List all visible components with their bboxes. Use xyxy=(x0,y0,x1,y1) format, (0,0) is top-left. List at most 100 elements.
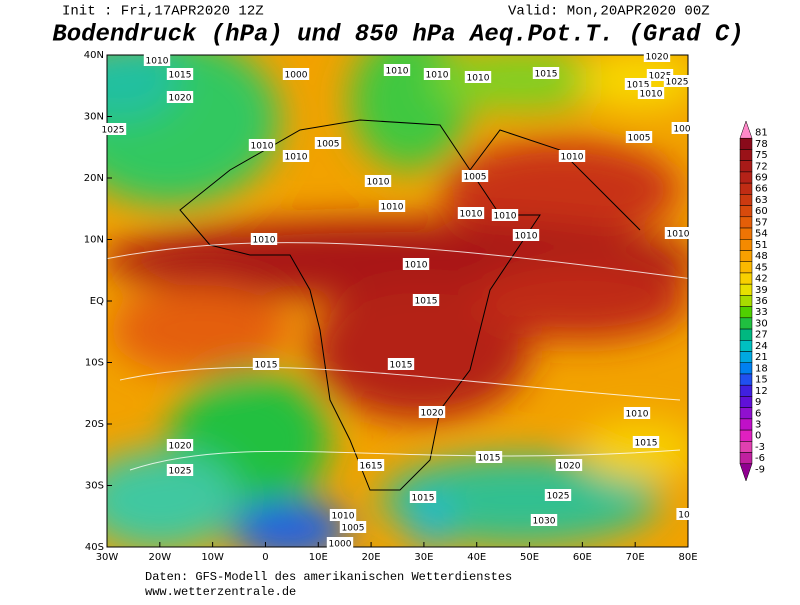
colorbar-label: 3 xyxy=(755,419,761,430)
colorbar-swatch xyxy=(739,418,753,431)
isobar-label: 1010 xyxy=(146,57,169,67)
colorbar-swatch xyxy=(739,205,753,218)
colorbar-label: 33 xyxy=(755,307,768,318)
isobar-label: 1005 xyxy=(317,140,340,150)
isobar-label: 1010 xyxy=(332,512,355,522)
isobar-label-bg xyxy=(491,209,519,221)
lat-tick-label: 10S xyxy=(85,358,104,369)
lat-tick-label: 30N xyxy=(84,112,104,123)
lon-tick-label: 30W xyxy=(96,552,119,563)
lon-tick-label: 0 xyxy=(262,552,268,563)
colorbar-label: 51 xyxy=(755,240,768,251)
colorbar-swatch xyxy=(739,317,753,330)
isobar-label-bg xyxy=(314,137,342,149)
isobar-label-bg xyxy=(383,64,411,76)
coastline xyxy=(179,119,541,491)
colorbar-swatch xyxy=(739,351,753,363)
isobar-label: 1025 xyxy=(666,78,689,88)
colorbar-swatch xyxy=(739,384,753,397)
isobar-label: 1010 xyxy=(494,212,517,222)
title: Bodendruck (hPa) und 850 hPa Aeq.Pot.T. … xyxy=(52,21,743,48)
isobar-label: 10 xyxy=(678,511,690,521)
isobar-label: 1010 xyxy=(515,232,538,242)
axis-ticks: 30W 20W 10W 0 10E 20E 30E 40E 50E 60E 70E 80E 40N 30N… xyxy=(84,50,698,563)
isobar-label: 1025 xyxy=(169,467,192,477)
isobar-label: 1010 xyxy=(626,410,649,420)
colorbar-label: 27 xyxy=(755,330,768,341)
colorbar-swatch xyxy=(739,407,753,420)
isobar xyxy=(107,242,688,471)
isobar-label-bg xyxy=(387,358,415,370)
colorbar-label: 48 xyxy=(755,251,768,262)
isobar-label-bg xyxy=(166,91,194,103)
isobar-label-bg xyxy=(166,464,194,476)
colorbar-label: 66 xyxy=(755,184,768,195)
colorbar-swatch xyxy=(739,362,753,375)
colorbar-label: 21 xyxy=(755,352,768,363)
isobar-label: 1020 xyxy=(646,53,669,63)
colorbar-swatch xyxy=(739,452,753,465)
isobar-label-bg xyxy=(532,67,560,79)
colorbar-label: 45 xyxy=(755,262,768,273)
lat-tick-label: 10N xyxy=(84,235,104,246)
colorbar-swatch xyxy=(739,463,753,482)
isobar-label: 1005 xyxy=(464,173,487,183)
isobar-label-bg xyxy=(457,207,485,219)
lat-tick-label: EQ xyxy=(90,296,104,307)
isobar-label-bg xyxy=(248,139,276,151)
lon-tick-label: 40E xyxy=(467,552,486,563)
colorbar-label: 18 xyxy=(755,363,768,374)
colorbar-label: 6 xyxy=(755,408,761,419)
isobar-label: 1010 xyxy=(381,203,404,213)
colorbar-label: 69 xyxy=(755,173,768,184)
colorbar-swatch xyxy=(739,328,753,341)
colorbar-label: -9 xyxy=(755,464,765,475)
colorbar-label: 81 xyxy=(755,128,768,139)
lon-tick-label: 80E xyxy=(678,552,697,563)
isobar-label-bg xyxy=(412,294,440,306)
isobar-label-bg xyxy=(663,75,691,87)
isobar-label-bg xyxy=(402,258,430,270)
colorbar-label: 0 xyxy=(755,431,761,442)
footer-url: www.wetterzentrale.de xyxy=(145,585,296,599)
isobar-label-bg xyxy=(676,508,692,520)
isobar-label: 1025 xyxy=(102,126,125,136)
isobar-label: 1000 xyxy=(329,540,352,550)
colorbar-label: 63 xyxy=(755,195,768,206)
colorbar-label: 42 xyxy=(755,274,768,285)
colorbar-swatch xyxy=(739,120,753,139)
colorbar-label: 15 xyxy=(755,375,768,386)
isobar-label: 1010 xyxy=(285,153,308,163)
isobar-label-bg xyxy=(423,68,451,80)
isobar-label-bg xyxy=(339,521,367,533)
isobar-label-bg xyxy=(555,459,583,471)
isobar-label: 1015 xyxy=(635,439,658,449)
colorbar-label: 57 xyxy=(755,217,768,228)
isobar-label-bg xyxy=(643,50,671,62)
isobar-label: 1005 xyxy=(342,524,365,534)
colorbar-label: 36 xyxy=(755,296,768,307)
colorbar-label: 54 xyxy=(755,229,768,240)
isobar-label-bg xyxy=(250,233,278,245)
isobar-label-bg xyxy=(282,68,310,80)
isobar-label-bg xyxy=(418,406,446,418)
lat-tick-label: 40N xyxy=(84,50,104,61)
isobar-label-bg xyxy=(623,407,651,419)
isobar-label-bg xyxy=(143,54,171,66)
isobar-label: 1010 xyxy=(426,71,449,81)
isobar-label-bg xyxy=(632,436,660,448)
lon-tick-label: 20E xyxy=(362,552,381,563)
isobar-label: 1025 xyxy=(547,492,570,502)
map-field xyxy=(107,55,688,547)
colorbar-swatch xyxy=(739,171,753,184)
isobar-label: 1010 xyxy=(667,230,690,240)
colorbar-label: 78 xyxy=(755,139,768,150)
isobar-label-bg xyxy=(664,227,692,239)
isobar-label-bg xyxy=(378,200,406,212)
isobar-label-bg xyxy=(558,150,586,162)
isobar-label: 1015 xyxy=(390,361,413,371)
isobar-label-bg xyxy=(530,514,558,526)
colorbar-swatch xyxy=(739,272,753,285)
